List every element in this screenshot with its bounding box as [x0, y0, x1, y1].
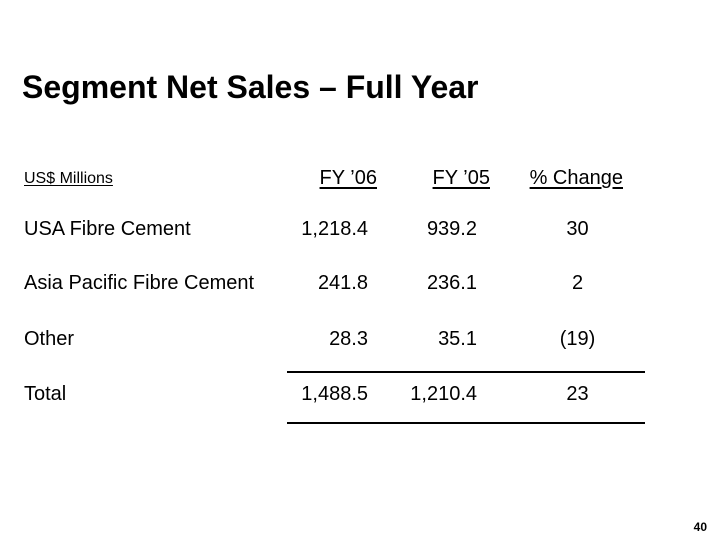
- row-value-change: 2: [571, 272, 584, 294]
- table-row-asia-pacific-fibre-cement: Asia Pacific Fibre Cement 241.8 236.1 2: [0, 272, 720, 296]
- row-label: USA Fibre Cement: [24, 218, 191, 240]
- table-row-total: Total 1,488.5 1,210.4 23: [0, 383, 720, 407]
- row-value-fy06: 1,218.4: [301, 218, 368, 240]
- row-label: Other: [24, 328, 75, 350]
- row-value-change: 30: [566, 218, 589, 240]
- total-value-fy06: 1,488.5: [301, 383, 368, 405]
- table-row-other: Other 28.3 35.1 (19): [0, 328, 720, 352]
- row-value-fy05: 939.2: [426, 218, 477, 240]
- total-rule-bottom: [287, 422, 645, 424]
- page-number: 40: [693, 520, 707, 534]
- row-value-fy06: 28.3: [329, 328, 368, 350]
- column-header-fy06: FY ’06: [319, 167, 377, 189]
- row-value-fy05: 35.1: [438, 328, 477, 350]
- total-value-change: 23: [566, 383, 589, 405]
- total-rule-top: [287, 371, 645, 373]
- total-label: Total: [24, 383, 67, 405]
- column-header-change: % Change: [529, 167, 623, 189]
- row-label: Asia Pacific Fibre Cement: [24, 272, 255, 294]
- unit-label: US$ Millions: [24, 170, 113, 187]
- slide-title: Segment Net Sales – Full Year: [22, 69, 479, 105]
- table-row-usa-fibre-cement: USA Fibre Cement 1,218.4 939.2 30: [0, 218, 720, 242]
- row-value-change: (19): [559, 328, 596, 350]
- table-header-row: US$ Millions FY ’06 FY ’05 % Change: [0, 167, 720, 191]
- column-header-fy05: FY ’05: [432, 167, 490, 189]
- row-value-fy06: 241.8: [317, 272, 368, 294]
- row-value-fy05: 236.1: [426, 272, 477, 294]
- total-value-fy05: 1,210.4: [410, 383, 477, 405]
